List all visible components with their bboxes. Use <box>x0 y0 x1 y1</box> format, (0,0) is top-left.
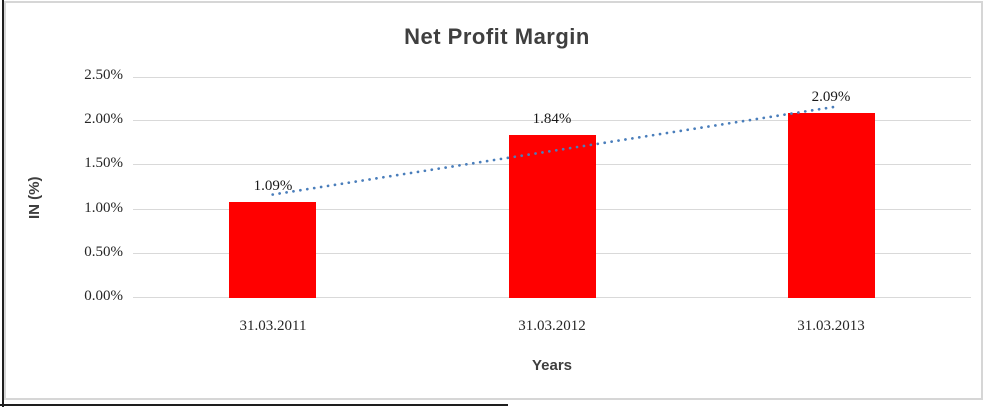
y-tick-label: 2.00% <box>84 111 123 127</box>
x-tick-label: 31.03.2011 <box>239 318 307 334</box>
bar[interactable] <box>229 202 316 298</box>
x-tick-label: 31.03.2013 <box>797 318 865 334</box>
bar-value-label: 1.09% <box>253 178 293 194</box>
gridline <box>133 77 971 78</box>
y-tick-label: 1.00% <box>84 200 123 216</box>
chart-title: Net Profit Margin <box>404 24 590 49</box>
screenshot-bottom-edge <box>0 404 508 406</box>
x-axis-title: Years <box>531 357 573 374</box>
gridline <box>133 120 971 121</box>
bar-value-label: 1.84% <box>532 111 572 127</box>
y-tick-label: 0.00% <box>84 288 123 304</box>
bar-value-label: 2.09% <box>811 89 851 105</box>
y-tick-label: 2.50% <box>84 67 123 83</box>
bar[interactable] <box>509 135 596 298</box>
bar[interactable] <box>788 113 875 298</box>
trendline[interactable] <box>271 105 835 196</box>
plot-area: 1.09% 1.84% 2.09% <box>133 77 971 298</box>
screenshot-left-edge <box>2 0 4 407</box>
trendline-layer <box>271 105 835 196</box>
y-tick-label: 1.50% <box>84 155 123 171</box>
y-tick-label: 0.50% <box>84 244 123 260</box>
x-tick-label: 31.03.2012 <box>518 318 586 334</box>
